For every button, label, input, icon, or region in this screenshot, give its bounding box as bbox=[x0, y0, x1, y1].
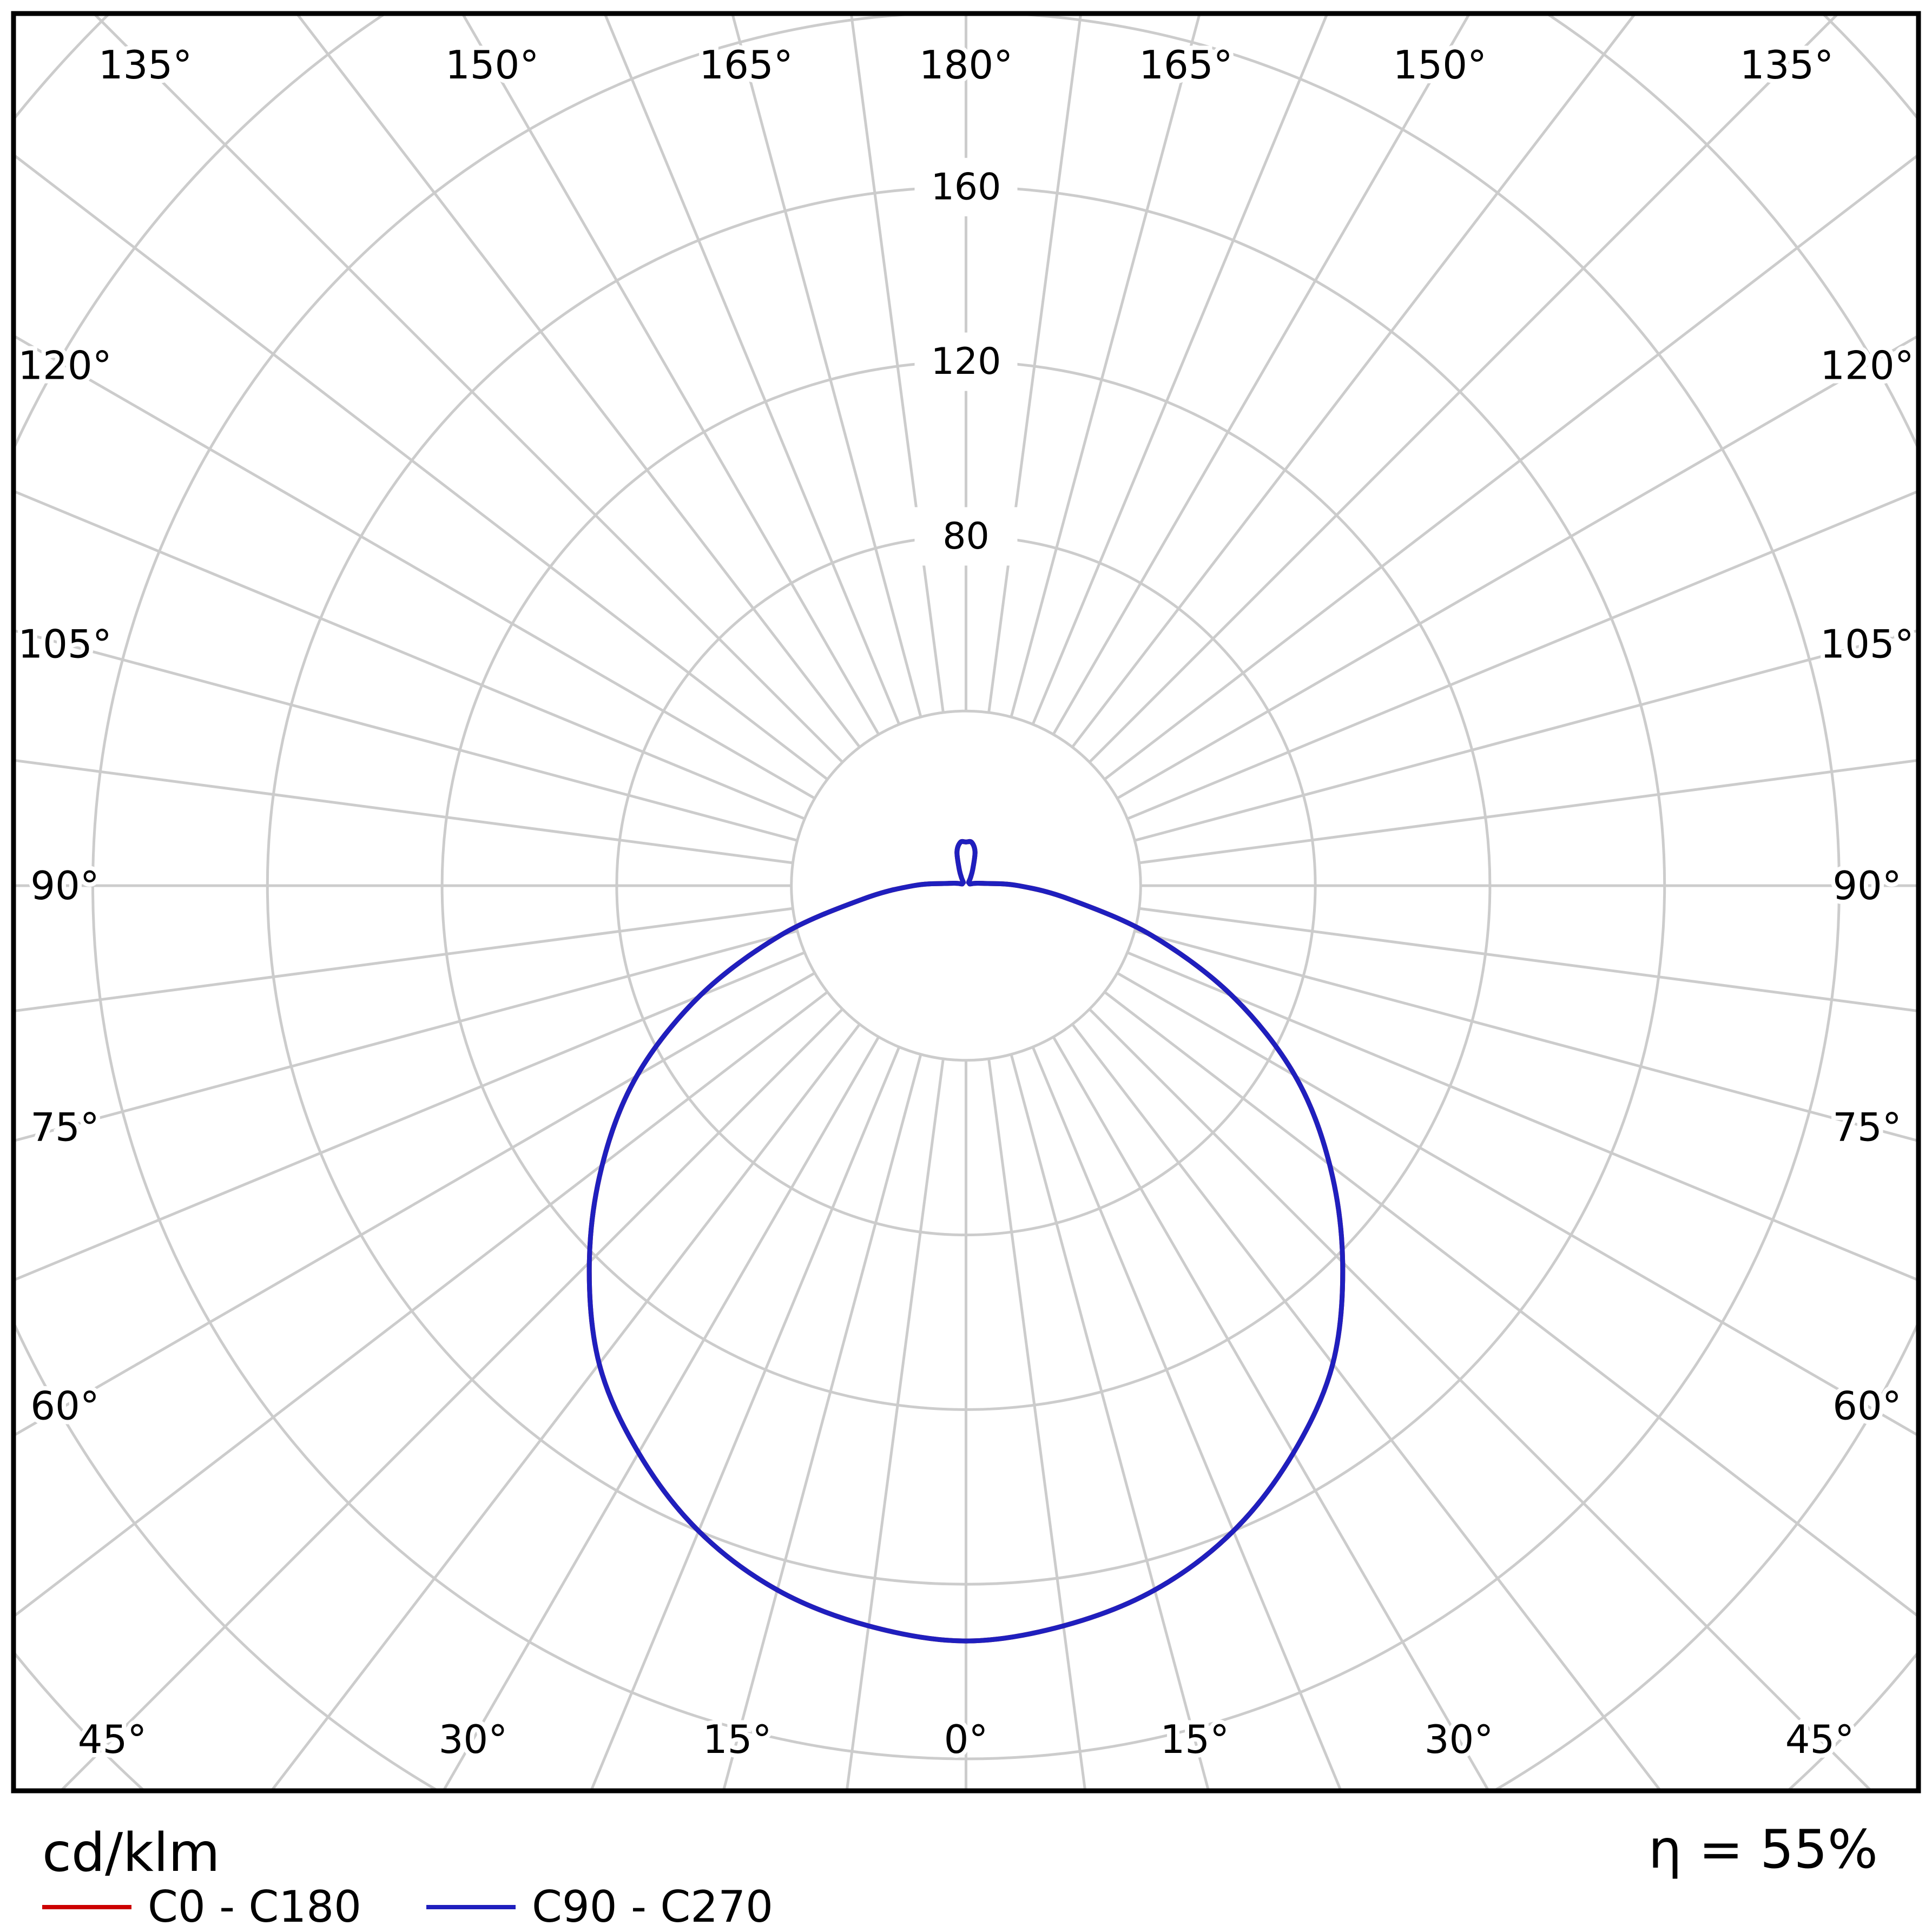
grid-spoke bbox=[731, 16, 922, 717]
angle-label: 165° bbox=[699, 42, 793, 88]
curve-c90-c270 bbox=[586, 839, 1346, 1644]
grid-spoke bbox=[16, 335, 816, 800]
grid-spoke bbox=[296, 16, 861, 748]
grid-spoke bbox=[1104, 155, 1916, 781]
grid-spoke bbox=[16, 490, 806, 820]
legend-line-swatch bbox=[426, 1904, 516, 1909]
grid-spoke bbox=[1010, 16, 1201, 717]
ring-label-bg bbox=[914, 157, 1018, 216]
chart-legend: C0 - C180 C90 - C270 bbox=[42, 1882, 773, 1932]
angle-label: 150° bbox=[445, 42, 539, 88]
grid-spoke bbox=[1139, 907, 1916, 1012]
angle-label: 105° bbox=[1820, 622, 1914, 667]
grid-spoke bbox=[16, 629, 798, 842]
grid-spoke bbox=[1088, 16, 1838, 763]
grid-spoke bbox=[271, 1023, 861, 1789]
grid-spoke bbox=[1088, 1008, 1871, 1789]
legend-line-swatch bbox=[42, 1904, 131, 1909]
grid-spoke bbox=[16, 155, 828, 781]
grid-spoke bbox=[1031, 16, 1328, 725]
grid-spoke bbox=[94, 16, 844, 763]
angle-label: 60° bbox=[1832, 1383, 1902, 1429]
grid-spoke bbox=[1134, 629, 1916, 842]
angle-label: 15° bbox=[1160, 1717, 1230, 1762]
grid-spoke bbox=[722, 1054, 922, 1789]
angle-label: 60° bbox=[30, 1383, 100, 1429]
grid-spoke bbox=[846, 1058, 945, 1789]
grid-spoke bbox=[1116, 335, 1916, 800]
grid-spoke bbox=[987, 1058, 1086, 1789]
grid-spoke bbox=[1139, 759, 1916, 865]
angle-label: 105° bbox=[18, 622, 111, 667]
grid-spoke bbox=[1134, 929, 1916, 1142]
grid-spoke bbox=[604, 16, 901, 725]
grid-spoke bbox=[590, 1046, 901, 1789]
grid-spoke bbox=[462, 16, 880, 735]
angle-label: 135° bbox=[98, 42, 192, 88]
angle-label: 180° bbox=[919, 42, 1013, 88]
angle-label: 30° bbox=[439, 1717, 508, 1762]
angle-label: 75° bbox=[1832, 1104, 1902, 1150]
grid-spoke bbox=[1031, 1046, 1342, 1789]
efficiency-label: η = 55% bbox=[1648, 1819, 1878, 1881]
angle-label: 30° bbox=[1425, 1717, 1494, 1762]
grid-spoke bbox=[1052, 1036, 1489, 1789]
legend-item: C0 - C180 bbox=[42, 1882, 361, 1932]
angle-label: 75° bbox=[30, 1104, 100, 1150]
angle-label: 120° bbox=[1820, 342, 1914, 388]
angle-label: 90° bbox=[1832, 863, 1902, 908]
grid-spoke bbox=[1010, 1054, 1210, 1789]
ring-label-bg bbox=[914, 507, 1018, 566]
ring-label-bg bbox=[914, 332, 1018, 391]
grid-spoke bbox=[61, 1008, 844, 1789]
grid-spoke bbox=[1052, 16, 1470, 735]
grid-spoke bbox=[16, 991, 828, 1617]
angle-label: 45° bbox=[78, 1717, 147, 1762]
angle-label: 15° bbox=[703, 1717, 772, 1762]
grid-spoke bbox=[443, 1036, 880, 1789]
grid-spoke bbox=[16, 759, 793, 865]
angle-label: 90° bbox=[30, 863, 100, 908]
angle-label: 150° bbox=[1393, 42, 1487, 88]
legend-label: C90 - C270 bbox=[532, 1882, 773, 1932]
angle-label: 120° bbox=[18, 342, 111, 388]
grid-spoke bbox=[1071, 16, 1636, 748]
ring-label: 160 bbox=[931, 166, 1001, 208]
grid-spoke bbox=[1104, 991, 1916, 1617]
ring-label: 80 bbox=[942, 515, 990, 558]
grid-spoke bbox=[1126, 951, 1916, 1281]
grid-spoke bbox=[16, 929, 798, 1142]
plot-border bbox=[11, 11, 1921, 1793]
grid-spoke bbox=[1071, 1023, 1661, 1789]
legend-label: C0 - C180 bbox=[148, 1882, 362, 1932]
units-label: cd/klm bbox=[42, 1822, 220, 1884]
grid-spoke bbox=[1126, 490, 1916, 820]
angle-label: 45° bbox=[1785, 1717, 1855, 1762]
legend-item: C90 - C270 bbox=[426, 1882, 773, 1932]
angle-label: 135° bbox=[1740, 42, 1834, 88]
angle-label: 165° bbox=[1139, 42, 1232, 88]
grid-spoke bbox=[16, 907, 793, 1012]
grid-spoke bbox=[16, 951, 806, 1281]
ring-label: 120 bbox=[931, 340, 1001, 383]
angle-label: 0° bbox=[944, 1717, 988, 1762]
